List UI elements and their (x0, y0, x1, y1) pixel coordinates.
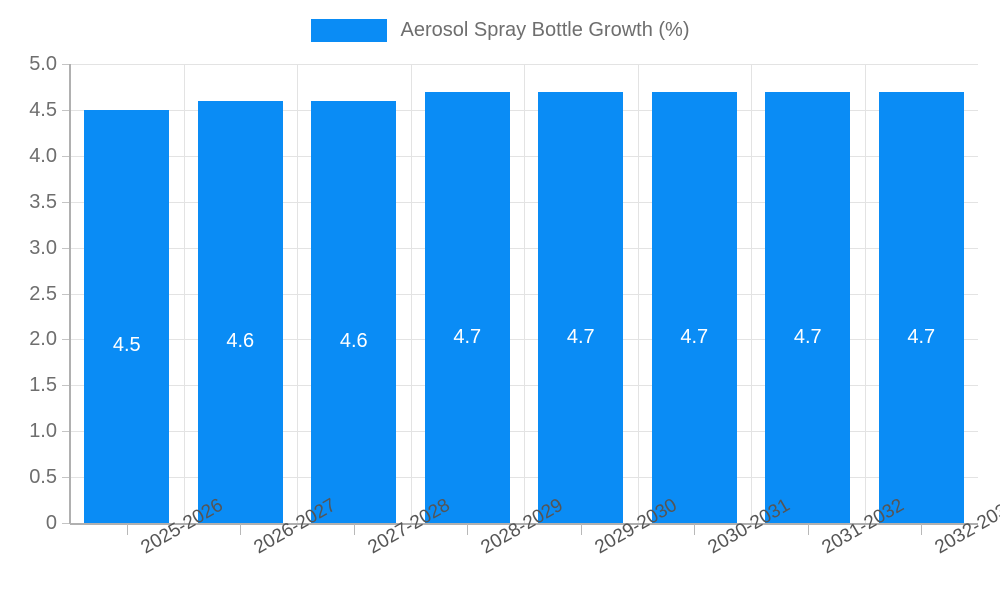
gridline-vertical (637, 64, 639, 523)
gridline-vertical (297, 64, 298, 523)
y-axis-tick-mark (62, 293, 70, 295)
bar-value-label: 4.6 (339, 329, 368, 352)
bar[interactable]: 4.7 (651, 91, 737, 523)
x-axis-line (70, 523, 978, 525)
x-axis-tick-mark (467, 524, 469, 535)
plot-area: 4.5 4.6 4.6 4.7 4.7 4.7 4.7 4.7 (70, 64, 978, 523)
bar-value-label: 4.5 (112, 334, 141, 357)
y-axis-tick-label: 4.0 (29, 144, 57, 167)
y-axis-tick-label: 2.5 (29, 282, 57, 305)
y-axis-tick-mark (62, 64, 70, 65)
y-axis-tick-label: 1.5 (29, 374, 57, 397)
x-axis-tick-label: 2027-2028 (364, 494, 454, 559)
y-axis-tick-mark (62, 431, 70, 433)
x-axis-tick-mark (240, 524, 242, 535)
x-axis-tick-label: 2028-2029 (477, 494, 567, 559)
bar-value-label: 4.7 (453, 325, 482, 348)
bar-value-label: 4.6 (226, 329, 255, 352)
bar[interactable]: 4.7 (878, 91, 964, 523)
bar[interactable]: 4.6 (197, 100, 283, 523)
bar-value-label: 4.7 (680, 325, 709, 348)
gridline-vertical (524, 64, 525, 523)
gridline-vertical (410, 64, 412, 523)
bar-value-label: 4.7 (566, 325, 595, 348)
x-axis-tick-mark (694, 524, 696, 535)
y-axis-tick-label: 3.0 (29, 236, 57, 259)
y-axis-tick-mark (62, 155, 70, 157)
gridline-vertical (864, 64, 866, 523)
legend-label-aerosol-spray-bottle-growth[interactable]: Aerosol Spray Bottle Growth (%) (400, 19, 690, 41)
y-axis-tick-mark (62, 109, 70, 111)
x-axis-tick-label: 2029-2030 (591, 494, 681, 559)
y-axis-tick-label: 5.0 (29, 53, 57, 75)
y-axis-tick-label: 1.0 (29, 420, 57, 443)
bar[interactable]: 4.7 (424, 91, 510, 523)
x-axis-tick-label: 2031-2032 (818, 494, 908, 559)
y-axis-line (69, 64, 71, 524)
legend-swatch-aerosol-spray-bottle-growth[interactable] (310, 18, 387, 42)
bar[interactable]: 4.7 (765, 91, 851, 523)
x-axis-tick-label: 2032-2033 (931, 494, 1000, 559)
y-axis-tick-mark (62, 523, 70, 524)
y-axis-tick-label: 2.0 (29, 328, 57, 351)
x-axis-tick-label: 2025-2026 (137, 494, 227, 559)
gridline-vertical (183, 64, 185, 523)
x-axis-tick-mark (353, 524, 355, 535)
x-axis-tick-mark (580, 524, 582, 535)
x-axis-tick-mark (126, 524, 128, 535)
y-axis-tick-mark (62, 247, 70, 249)
chart-legend: Aerosol Spray Bottle Growth (%) (0, 14, 1000, 46)
y-axis-tick-label: 0.5 (29, 466, 57, 489)
x-axis-tick-mark (807, 524, 809, 535)
bar-value-label: 4.7 (793, 325, 822, 348)
x-axis-tick-mark (921, 524, 923, 535)
bar[interactable]: 4.5 (84, 109, 170, 523)
y-axis-tick-label: 0 (45, 512, 57, 534)
y-axis-tick-label: 3.5 (29, 190, 57, 213)
bar[interactable]: 4.7 (538, 91, 624, 523)
y-axis-tick-mark (62, 201, 70, 203)
x-axis-tick-label: 2026-2027 (250, 494, 340, 559)
y-axis-tick-mark (62, 385, 70, 387)
y-axis-tick-mark (62, 339, 70, 341)
bar[interactable]: 4.6 (311, 100, 397, 523)
y-axis-tick-label: 4.5 (29, 98, 57, 121)
x-axis-tick-label: 2030-2031 (704, 494, 794, 559)
gridline-vertical (751, 64, 752, 523)
bar-value-label: 4.7 (907, 325, 936, 348)
y-axis-tick-mark (62, 477, 70, 479)
